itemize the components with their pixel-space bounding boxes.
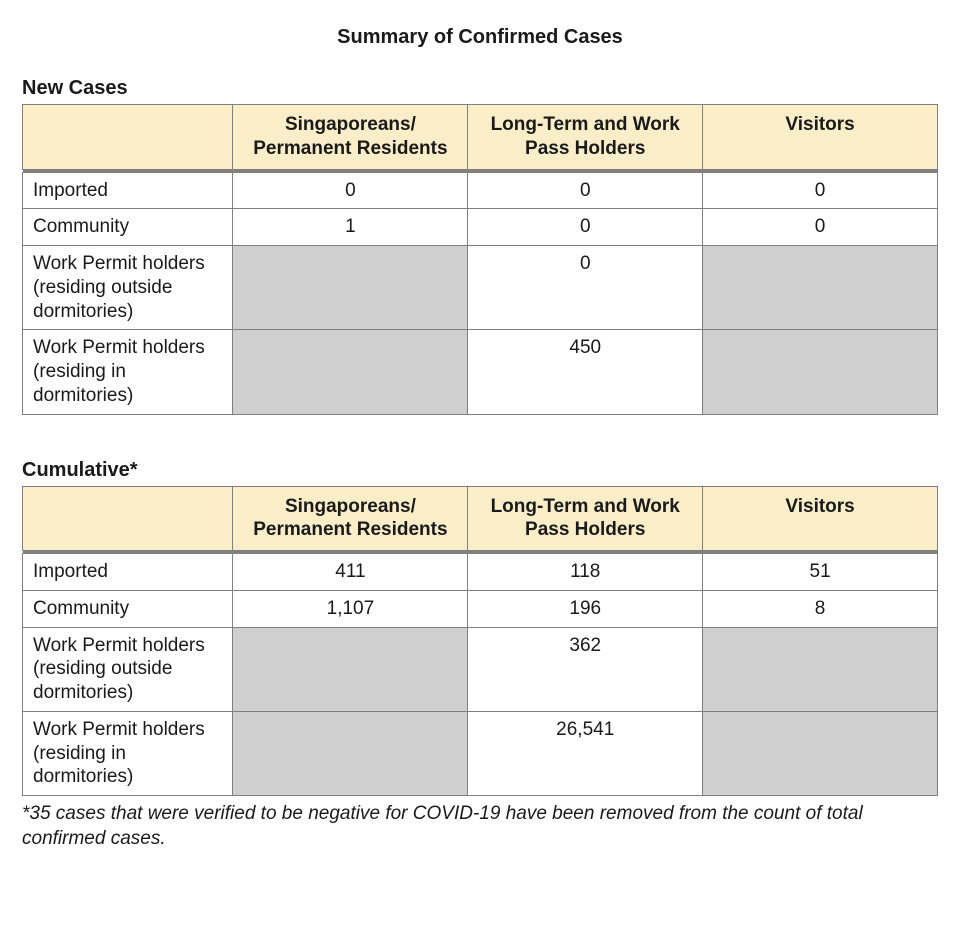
cell: 0 bbox=[468, 209, 703, 246]
cell-na bbox=[703, 330, 938, 414]
cell-na bbox=[703, 246, 938, 330]
table-header-row: Singaporeans/ Permanent Residents Long-T… bbox=[23, 105, 938, 170]
header-blank bbox=[23, 486, 233, 551]
table-header-row: Singaporeans/ Permanent Residents Long-T… bbox=[23, 486, 938, 551]
cell: 0 bbox=[703, 209, 938, 246]
table-row: Work Permit holders (residing outside do… bbox=[23, 246, 938, 330]
cell: 118 bbox=[468, 554, 703, 591]
section-title-new-cases: New Cases bbox=[22, 77, 938, 100]
table-row: Work Permit holders (residing in dormito… bbox=[23, 330, 938, 414]
header-col-1: Singaporeans/ Permanent Residents bbox=[233, 105, 468, 170]
cell: 0 bbox=[468, 172, 703, 209]
table-row: Imported 411 118 51 bbox=[23, 554, 938, 591]
cell: 8 bbox=[703, 590, 938, 627]
row-label: Work Permit holders (residing in dormito… bbox=[23, 330, 233, 414]
page-title: Summary of Confirmed Cases bbox=[22, 26, 938, 49]
footnote: *35 cases that were verified to be negat… bbox=[22, 802, 938, 851]
cell: 0 bbox=[703, 172, 938, 209]
header-col-2: Long-Term and Work Pass Holders bbox=[468, 486, 703, 551]
cell-na bbox=[703, 627, 938, 711]
section-title-cumulative: Cumulative* bbox=[22, 459, 938, 482]
row-label: Community bbox=[23, 590, 233, 627]
cell: 362 bbox=[468, 627, 703, 711]
row-label: Community bbox=[23, 209, 233, 246]
row-label: Imported bbox=[23, 172, 233, 209]
table-row: Imported 0 0 0 bbox=[23, 172, 938, 209]
cell-na bbox=[703, 711, 938, 795]
header-col-1: Singaporeans/ Permanent Residents bbox=[233, 486, 468, 551]
row-label: Work Permit holders (residing in dormito… bbox=[23, 711, 233, 795]
row-label: Imported bbox=[23, 554, 233, 591]
header-col-3: Visitors bbox=[703, 105, 938, 170]
table-row: Community 1 0 0 bbox=[23, 209, 938, 246]
row-label: Work Permit holders (residing outside do… bbox=[23, 627, 233, 711]
header-col-3: Visitors bbox=[703, 486, 938, 551]
cell: 1 bbox=[233, 209, 468, 246]
table-new-cases: Singaporeans/ Permanent Residents Long-T… bbox=[22, 104, 938, 415]
header-col-2: Long-Term and Work Pass Holders bbox=[468, 105, 703, 170]
table-cumulative: Singaporeans/ Permanent Residents Long-T… bbox=[22, 486, 938, 797]
table-row: Community 1,107 196 8 bbox=[23, 590, 938, 627]
cell-na bbox=[233, 627, 468, 711]
cell-na bbox=[233, 246, 468, 330]
table-row: Work Permit holders (residing in dormito… bbox=[23, 711, 938, 795]
cell: 51 bbox=[703, 554, 938, 591]
table-row: Work Permit holders (residing outside do… bbox=[23, 627, 938, 711]
cell-na bbox=[233, 330, 468, 414]
cell: 26,541 bbox=[468, 711, 703, 795]
cell: 1,107 bbox=[233, 590, 468, 627]
cell: 196 bbox=[468, 590, 703, 627]
cell: 411 bbox=[233, 554, 468, 591]
cell: 0 bbox=[468, 246, 703, 330]
cell-na bbox=[233, 711, 468, 795]
row-label: Work Permit holders (residing outside do… bbox=[23, 246, 233, 330]
header-blank bbox=[23, 105, 233, 170]
cell: 0 bbox=[233, 172, 468, 209]
cell: 450 bbox=[468, 330, 703, 414]
